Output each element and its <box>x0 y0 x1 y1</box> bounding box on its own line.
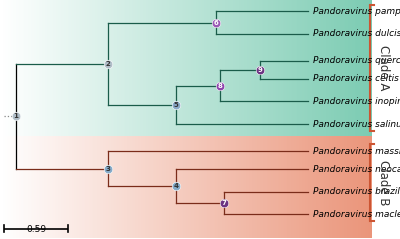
Point <box>13 114 19 118</box>
Text: 5: 5 <box>174 102 178 108</box>
Text: 0.59: 0.59 <box>26 225 46 234</box>
Point <box>217 84 223 87</box>
Point <box>221 201 227 205</box>
Point <box>257 68 263 72</box>
Text: Pandoravirus inopinatum: Pandoravirus inopinatum <box>313 97 400 106</box>
Point <box>173 103 179 107</box>
Text: Pandoravirus macleodensis: Pandoravirus macleodensis <box>313 210 400 219</box>
Text: Pandoravirus dulcis: Pandoravirus dulcis <box>313 29 400 38</box>
Text: Pandoravirus celtis: Pandoravirus celtis <box>313 74 399 83</box>
Text: Pandoravirus salinus: Pandoravirus salinus <box>313 120 400 129</box>
Text: 2: 2 <box>106 61 110 67</box>
Text: 9: 9 <box>258 67 262 73</box>
Point <box>105 167 111 170</box>
Text: Pandoravirus neocaledonia: Pandoravirus neocaledonia <box>313 165 400 174</box>
Point <box>213 21 219 24</box>
Text: Pandoravirus quercus: Pandoravirus quercus <box>313 56 400 65</box>
Text: 1: 1 <box>14 113 18 119</box>
Text: Clade A: Clade A <box>378 45 390 90</box>
Text: 6: 6 <box>214 20 218 26</box>
Text: 4: 4 <box>174 183 178 189</box>
Point <box>105 62 111 66</box>
Text: 8: 8 <box>218 83 222 89</box>
Text: Pandoravirus braziliensis: Pandoravirus braziliensis <box>313 187 400 196</box>
Text: 7: 7 <box>222 200 226 206</box>
Text: Clade B: Clade B <box>378 160 390 205</box>
Text: 3: 3 <box>106 166 110 172</box>
Text: Pandoravirus massiliensis: Pandoravirus massiliensis <box>313 147 400 156</box>
Text: Pandoravirus pampulha: Pandoravirus pampulha <box>313 7 400 16</box>
Point <box>173 184 179 188</box>
